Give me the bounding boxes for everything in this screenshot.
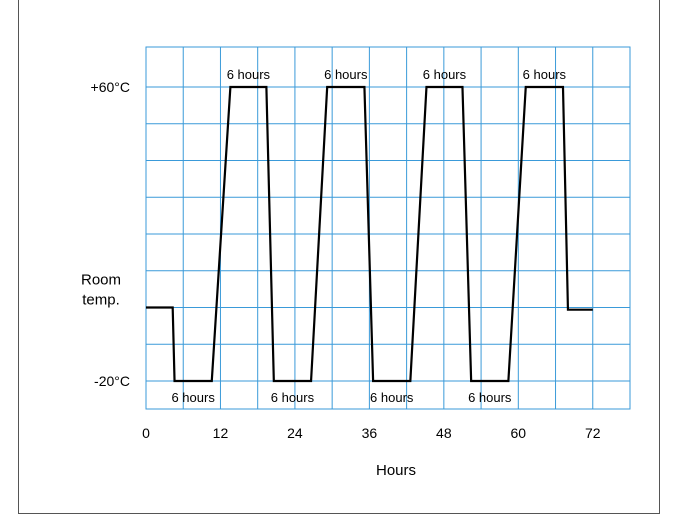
- duration-annotation-bottom: 6 hours: [171, 390, 215, 405]
- chart-frame: 0 12 24 36 48 60 72 +60°C -20°C Room temp. 6 hours 6…: [18, 0, 660, 514]
- x-tick-label: 24: [287, 425, 303, 441]
- x-tick-label: 12: [213, 425, 229, 441]
- room-temp-label: temp.: [82, 292, 120, 309]
- x-axis-label: Hours: [376, 462, 416, 479]
- x-tick-label: 36: [362, 425, 378, 441]
- grid: [146, 47, 630, 409]
- x-tick-label: 48: [436, 425, 452, 441]
- duration-annotation-bottom: 6 hours: [370, 390, 414, 405]
- plot-area: [145, 46, 631, 410]
- temperature-line: [146, 85, 593, 383]
- temperature-cycle-chart: 0 12 24 36 48 60 72 +60°C -20°C Room temp. 6 hours 6…: [81, 46, 631, 479]
- room-temp-label: Room: [81, 272, 121, 289]
- x-tick-label: 72: [585, 425, 601, 441]
- series-layer: [146, 85, 593, 383]
- x-tick-label: 0: [142, 425, 150, 441]
- y-tick-label: -20°C: [94, 373, 130, 389]
- duration-annotation-bottom: 6 hours: [271, 390, 315, 405]
- duration-annotation-top: 6 hours: [324, 67, 368, 82]
- duration-annotation-top: 6 hours: [523, 67, 567, 82]
- duration-annotation-top: 6 hours: [227, 67, 271, 82]
- labels-layer: 0 12 24 36 48 60 72 +60°C -20°C Room temp. 6 hours 6…: [81, 67, 601, 441]
- x-tick-label: 60: [511, 425, 527, 441]
- duration-annotation-top: 6 hours: [423, 67, 467, 82]
- duration-annotation-bottom: 6 hours: [468, 390, 512, 405]
- y-tick-label: +60°C: [91, 79, 130, 95]
